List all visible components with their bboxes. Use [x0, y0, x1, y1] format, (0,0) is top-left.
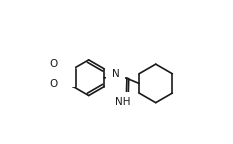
Text: NH: NH	[115, 97, 130, 107]
Text: O: O	[49, 79, 58, 89]
Text: H: H	[112, 64, 119, 74]
Text: N: N	[112, 69, 119, 79]
Text: N: N	[59, 69, 67, 79]
Text: O: O	[49, 59, 58, 69]
